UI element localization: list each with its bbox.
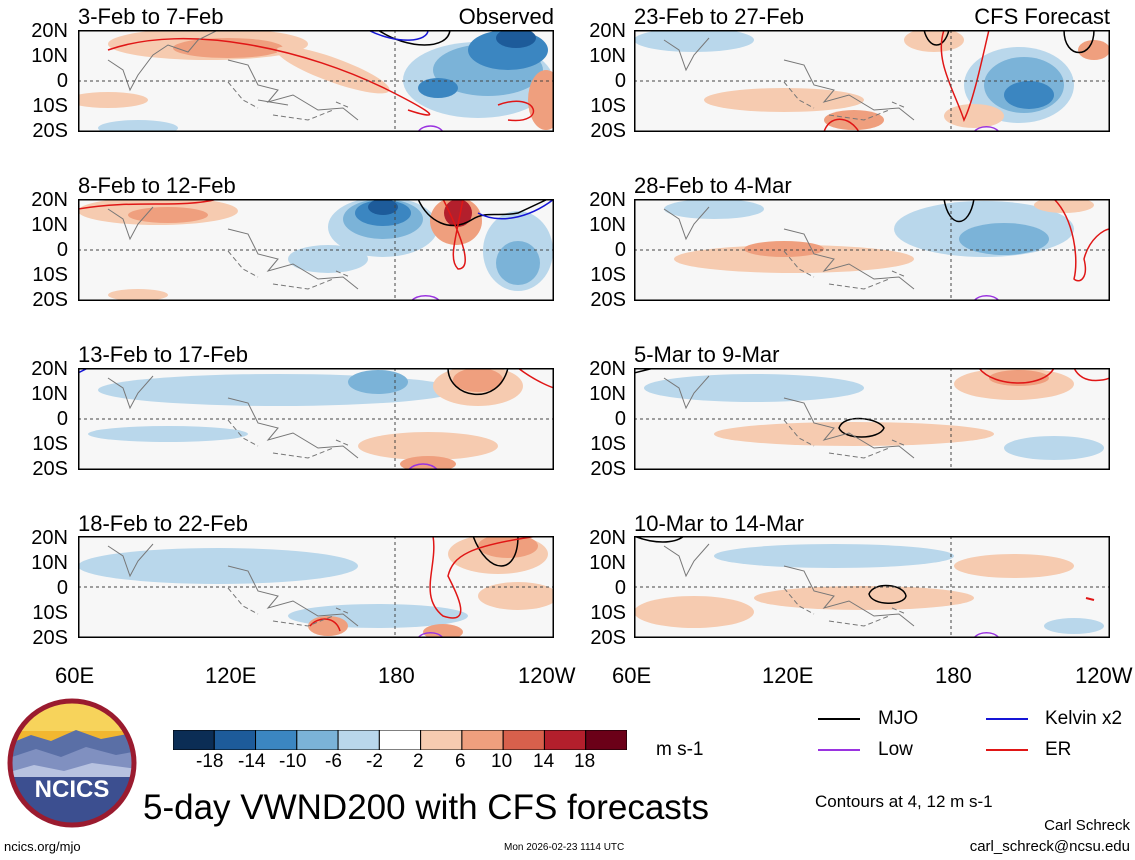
panel-title: 10-Mar to 14-Mar xyxy=(634,511,804,536)
ncics-logo: NCICS xyxy=(7,698,137,828)
map-panel xyxy=(634,199,1110,301)
lat-label: 20S xyxy=(590,627,626,649)
colorbar-label: -18 xyxy=(196,751,224,772)
lat-label: 10N xyxy=(589,214,626,236)
lat-label: 20S xyxy=(590,120,626,142)
lat-label: 0 xyxy=(56,239,68,261)
logo-text: NCICS xyxy=(35,776,110,803)
map-panel xyxy=(78,368,554,470)
colorbar-label: -10 xyxy=(279,751,307,772)
legend-label-low: Low xyxy=(878,739,913,760)
lat-label: 20S xyxy=(32,458,68,480)
lon-label: 120E xyxy=(762,663,814,688)
lat-label: 10N xyxy=(31,45,68,67)
lat-label: 10S xyxy=(32,602,68,624)
colorbar-label: -14 xyxy=(238,751,266,772)
lat-label: 10N xyxy=(589,552,626,574)
legend-line-mjo xyxy=(818,718,860,720)
lat-label: 0 xyxy=(614,577,626,599)
lon-label: 120W xyxy=(1075,664,1133,688)
footer-email: carl_schreck@ncsu.edu xyxy=(969,838,1130,855)
panel-title: 23-Feb to 27-Feb xyxy=(634,4,804,29)
legend-line-er xyxy=(986,749,1028,751)
lat-label: 10N xyxy=(589,383,626,405)
main-title: 5-day VWND200 with CFS forecasts xyxy=(143,788,710,827)
legend-label-mjo: MJO xyxy=(878,708,919,729)
legend-label-kelvin: Kelvin x2 xyxy=(1045,708,1123,729)
panel-title: 5-Mar to 9-Mar xyxy=(634,342,780,367)
lon-label: 60E xyxy=(55,663,95,688)
footer-timestamp: Mon 2026-02-23 1114 UTC xyxy=(504,842,625,853)
lon-label: 180 xyxy=(935,663,972,688)
lat-label: 20N xyxy=(589,20,626,42)
lat-label: 10N xyxy=(31,383,68,405)
lat-label: 0 xyxy=(614,70,626,92)
lat-label: 10S xyxy=(590,433,626,455)
lon-label: 120W xyxy=(518,663,576,688)
lat-label: 10N xyxy=(31,214,68,236)
map-panel xyxy=(78,30,554,132)
colorbar-label: 6 xyxy=(455,751,466,772)
map-panel xyxy=(634,368,1110,470)
lat-label: 20N xyxy=(589,358,626,380)
lat-label: 20N xyxy=(31,527,68,549)
colorbar-label: 2 xyxy=(413,751,424,772)
lat-label: 10S xyxy=(32,95,68,117)
legend-line-kelvin xyxy=(986,718,1028,720)
lat-label: 20S xyxy=(590,458,626,480)
map-panel xyxy=(634,536,1110,638)
lat-label: 20N xyxy=(31,189,68,211)
lat-label: 10S xyxy=(32,264,68,286)
lat-label: 0 xyxy=(56,577,68,599)
lat-label: 20S xyxy=(32,627,68,649)
legend-label-er: ER xyxy=(1045,739,1072,760)
lat-label: 20N xyxy=(31,20,68,42)
lon-label: 180 xyxy=(378,663,415,688)
colorbar-units: m s-1 xyxy=(656,739,704,760)
panel-title: 18-Feb to 22-Feb xyxy=(78,511,248,536)
panel-title: 3-Feb to 7-Feb xyxy=(78,4,224,29)
lat-label: 10S xyxy=(590,602,626,624)
lat-label: 0 xyxy=(56,70,68,92)
panel-title: 28-Feb to 4-Mar xyxy=(634,173,792,198)
lat-label: 10S xyxy=(590,95,626,117)
footer-author: Carl Schreck xyxy=(1044,817,1130,834)
colorbar-label: 10 xyxy=(491,751,513,772)
lat-label: 20S xyxy=(32,289,68,311)
lat-label: 0 xyxy=(614,408,626,430)
observed-label: Observed xyxy=(458,4,554,29)
colorbar-label: -6 xyxy=(325,751,342,772)
forecast-label: CFS Forecast xyxy=(974,4,1110,29)
map-panel xyxy=(78,199,554,301)
lat-label: 10S xyxy=(590,264,626,286)
lat-label: 20N xyxy=(31,358,68,380)
lat-label: 20S xyxy=(32,120,68,142)
contour-note: Contours at 4, 12 m s-1 xyxy=(815,792,993,811)
lat-label: 20S xyxy=(590,289,626,311)
lat-label: 0 xyxy=(614,239,626,261)
lat-label: 10N xyxy=(31,552,68,574)
lat-label: 10N xyxy=(589,45,626,67)
colorbar-label: 14 xyxy=(533,751,555,772)
colorbar-label: 18 xyxy=(574,751,596,772)
lat-label: 20N xyxy=(589,189,626,211)
colorbar-label: -2 xyxy=(366,751,383,772)
colorbar xyxy=(173,730,627,750)
lon-label: 120E xyxy=(205,663,257,688)
lat-label: 0 xyxy=(56,408,68,430)
legend-line-low xyxy=(818,749,860,751)
panel-title: 8-Feb to 12-Feb xyxy=(78,173,236,198)
lat-label: 10S xyxy=(32,433,68,455)
footer-url: ncics.org/mjo xyxy=(4,839,81,854)
map-panel xyxy=(78,536,554,638)
map-panel xyxy=(634,30,1110,132)
panel-title: 13-Feb to 17-Feb xyxy=(78,342,248,367)
lat-label: 20N xyxy=(589,527,626,549)
lon-label: 60E xyxy=(612,663,652,688)
